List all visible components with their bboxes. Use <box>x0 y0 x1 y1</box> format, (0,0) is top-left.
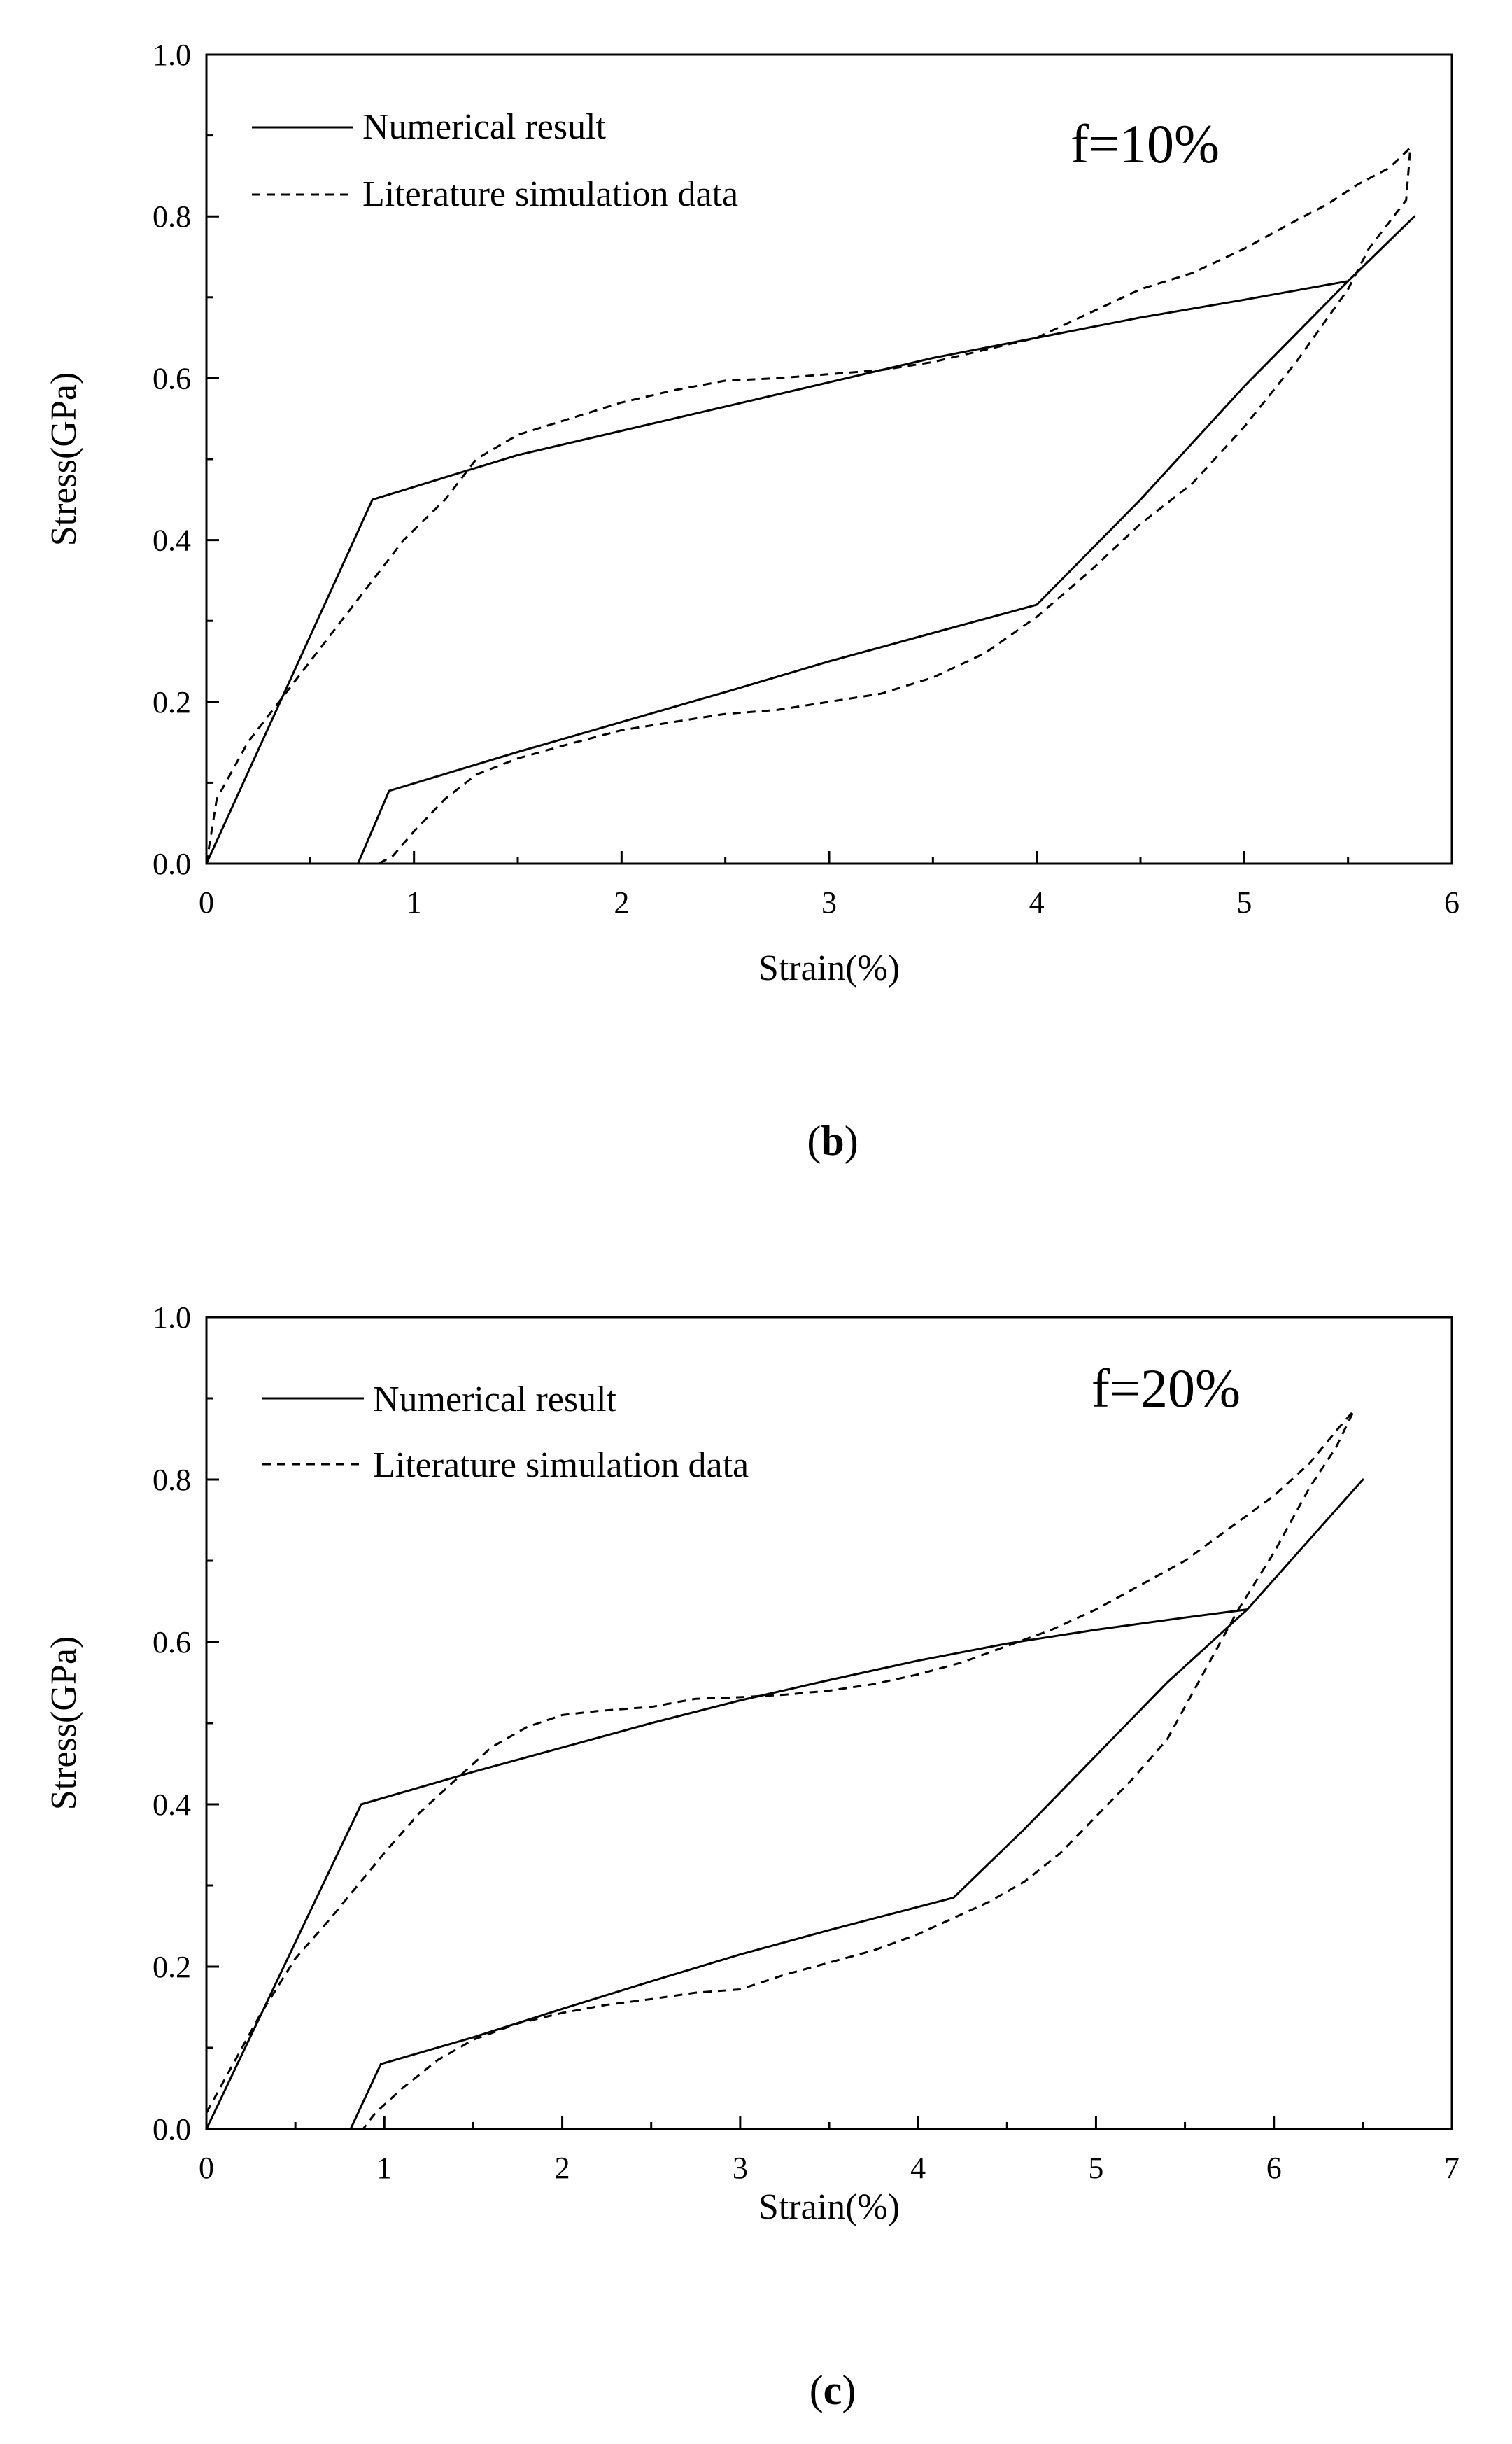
y-tick-label-b: 0.2 <box>153 685 191 719</box>
annotation-f10: f=10% <box>1071 113 1220 174</box>
x-ticks-c: 0 1 2 3 4 5 6 7 <box>199 2116 1460 2185</box>
x-tick-label-c: 1 <box>376 2151 392 2185</box>
y-tick-label-c: 0.2 <box>153 1950 191 1984</box>
x-tick-label-b: 1 <box>407 885 422 920</box>
chart-panel-c: 0 1 2 3 4 5 6 7 0.0 0.2 0.4 0.6 0.8 1.0 Strain(%) St… <box>44 1300 1460 2413</box>
y-tick-label-b: 1.0 <box>153 38 191 72</box>
panel-label-b: b <box>821 1118 844 1164</box>
x-tick-label-c: 4 <box>910 2151 926 2185</box>
x-tick-label-c: 0 <box>199 2151 214 2185</box>
legend-label-numerical-b: Numerical result <box>362 107 607 147</box>
series-line-literature-b <box>205 146 1412 865</box>
x-tick-label-c: 7 <box>1444 2151 1460 2185</box>
y-tick-label-b: 0.4 <box>153 524 191 558</box>
y-tick-label-c: 0.0 <box>153 2112 191 2147</box>
panel-caption-b: (b) <box>807 1118 858 1164</box>
y-tick-label-c: 1.0 <box>153 1300 191 1335</box>
y-axis-label-b: Stress(GPa) <box>44 372 84 546</box>
x-tick-label-b: 0 <box>199 885 214 920</box>
plot-frame-c <box>205 1316 1453 2130</box>
x-tick-label-c: 3 <box>733 2151 748 2185</box>
series-line-numerical-b <box>205 215 1416 864</box>
x-ticks-b: 0 1 2 3 4 5 6 <box>199 851 1460 920</box>
x-tick-label-b: 2 <box>614 885 629 920</box>
series-group-b <box>205 146 1416 865</box>
x-tick-label-c: 2 <box>555 2151 570 2185</box>
y-tick-label-c: 0.8 <box>153 1463 191 1497</box>
x-tick-label-b: 4 <box>1029 885 1045 920</box>
y-ticks-c: 0.0 0.2 0.4 0.6 0.8 1.0 <box>153 1300 219 2147</box>
y-tick-label-b: 0.8 <box>153 199 191 234</box>
x-axis-label-b: Strain(%) <box>758 948 900 988</box>
chart-panel-b: 0 1 2 3 4 5 6 0.0 0.2 0.4 0.6 0.8 1.0 Strain(%) Str… <box>44 38 1460 1164</box>
series-group-c <box>205 1409 1364 2130</box>
x-tick-label-c: 5 <box>1088 2151 1103 2185</box>
legend-label-literature-c: Literature simulation data <box>373 1445 749 1485</box>
x-tick-label-b: 5 <box>1236 885 1252 920</box>
x-tick-label-b: 6 <box>1444 885 1460 920</box>
legend-c: Numerical result Literature simulation d… <box>262 1379 749 1485</box>
y-tick-label-b: 0.0 <box>153 847 191 881</box>
x-tick-label-b: 3 <box>821 885 837 920</box>
series-line-numerical-c <box>205 1478 1364 2130</box>
panel-label-c: c <box>824 2367 842 2413</box>
x-tick-label-c: 6 <box>1266 2151 1282 2185</box>
series-line-literature-c <box>205 1409 1355 2130</box>
annotation-f20: f=20% <box>1091 1358 1241 1419</box>
y-tick-label-b: 0.6 <box>153 361 191 395</box>
y-tick-label-c: 0.6 <box>153 1625 191 1659</box>
y-ticks-b: 0.0 0.2 0.4 0.6 0.8 1.0 <box>153 38 219 881</box>
y-tick-label-c: 0.4 <box>153 1788 191 1822</box>
legend-label-numerical-c: Numerical result <box>373 1379 617 1419</box>
x-axis-label-c: Strain(%) <box>758 2187 900 2227</box>
legend-b: Numerical result Literature simulation d… <box>252 107 738 214</box>
legend-label-literature-b: Literature simulation data <box>362 174 738 214</box>
panel-caption-c: (c) <box>810 2367 856 2413</box>
y-axis-label-c: Stress(GPa) <box>44 1636 84 1810</box>
